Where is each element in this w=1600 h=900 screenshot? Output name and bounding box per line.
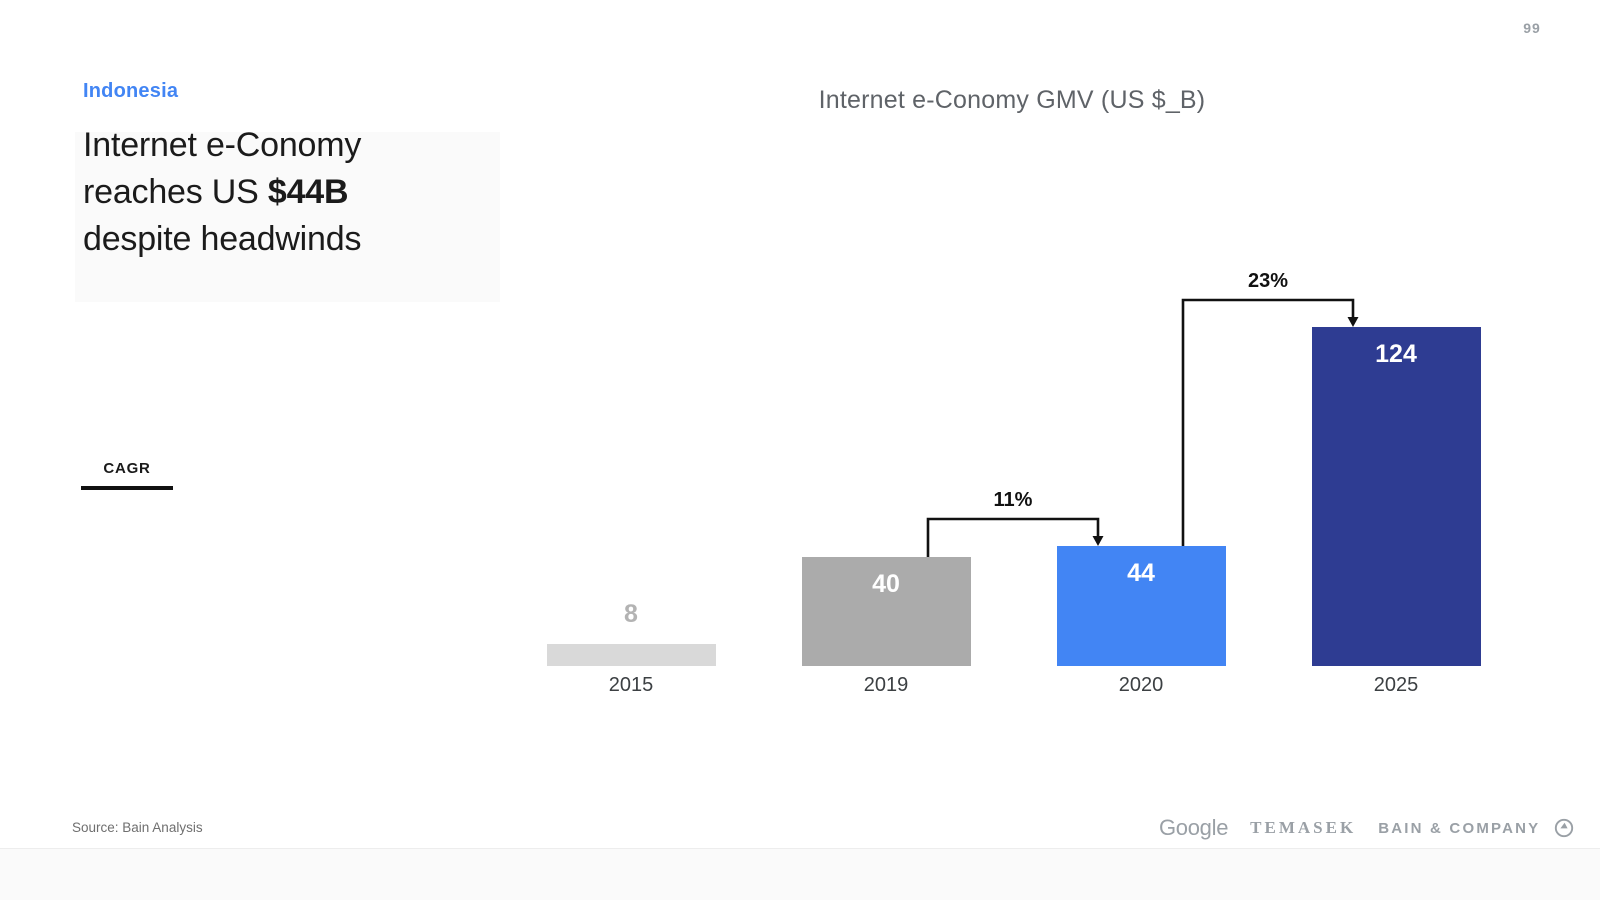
temasek-logo: TEMASEK [1250, 818, 1357, 837]
cagr-value-label: 11% [994, 489, 1033, 511]
partner-logos: Google TEMASEK BAIN & COMPANY [1159, 814, 1574, 842]
cagr-legend-underline [81, 486, 173, 490]
title-highlight-box [75, 132, 500, 302]
cagr-arrowhead-23% [1347, 317, 1359, 327]
x-axis-label-2015: 2015 [608, 674, 654, 696]
slide-title-line3: despite headwinds [83, 220, 362, 258]
bar-value-2025: 124 [1375, 340, 1417, 368]
cagr-value-label: 23% [1248, 270, 1288, 292]
source-note: Source: Bain Analysis [72, 820, 203, 835]
slide-title-line2-prefix: reaches US [83, 173, 268, 211]
bar-2020 [1056, 546, 1226, 666]
cagr-legend: CAGR [81, 460, 173, 490]
x-axis-label-2020: 2020 [1118, 674, 1164, 696]
bar-value-2020: 44 [1127, 559, 1155, 587]
cagr-legend-label: CAGR [103, 460, 151, 477]
slide-title-line2-bold: $44B [267, 173, 349, 211]
compass-circle-icon [1555, 818, 1574, 838]
bar-2025 [1311, 327, 1481, 666]
region-label: Indonesia [83, 80, 179, 102]
slide-title-line1: Internet e-Conomy [83, 126, 362, 164]
chart-title: Internet e-Conomy GMV (US $_B) [818, 86, 1206, 114]
x-axis-label-2019: 2019 [863, 674, 909, 696]
bain-company-logo: BAIN & COMPANY [1378, 819, 1541, 837]
bar-2015 [546, 644, 716, 666]
x-axis-label-2025: 2025 [1373, 674, 1419, 696]
bar-value-2019: 40 [872, 570, 900, 598]
bar-value-2015: 8 [624, 600, 638, 628]
bar-2019 [801, 557, 971, 666]
cagr-arrowhead-11% [1092, 536, 1104, 546]
page-number: 99 [1523, 20, 1541, 36]
slide-bottom-margin [0, 848, 1600, 900]
slide-title: Internet e-Conomy reaches US $44B despite … [83, 122, 361, 263]
google-logo: Google [1159, 815, 1229, 840]
